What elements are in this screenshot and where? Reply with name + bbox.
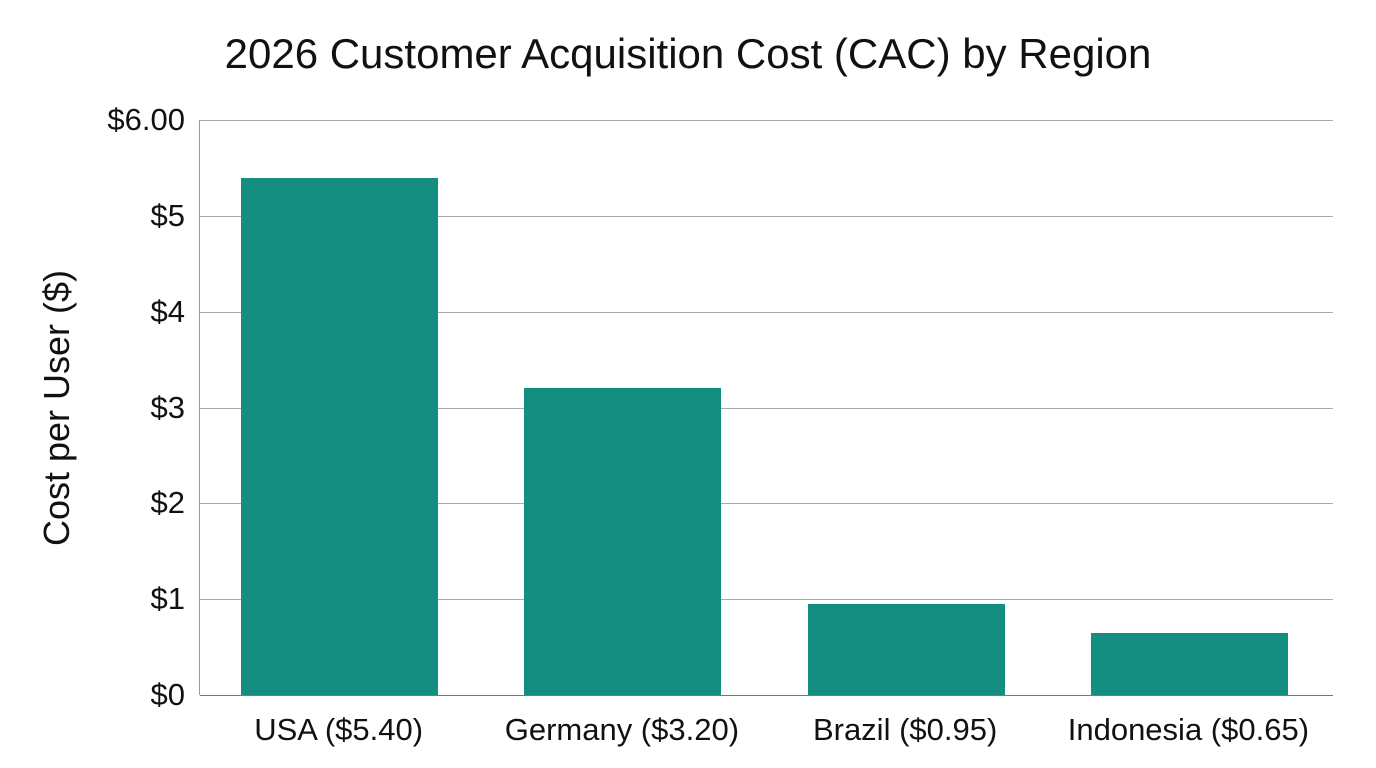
gridline <box>200 311 1333 313</box>
x-tick-label: Indonesia ($0.65) <box>1067 712 1310 747</box>
gridline <box>200 215 1333 217</box>
y-tick-label: $0 <box>150 677 185 712</box>
plot-area <box>199 120 1333 696</box>
gridline <box>200 503 1333 505</box>
gridline <box>200 695 1333 696</box>
y-tick-label: $1 <box>150 581 185 617</box>
y-tick-label: $2 <box>150 485 185 521</box>
x-tick-label: Germany ($3.20) <box>504 712 740 747</box>
bar-usa <box>241 177 439 695</box>
chart-title: 2026 Customer Acquisition Cost (CAC) by … <box>224 30 1152 77</box>
gridline <box>200 120 1333 121</box>
y-tick-label: $4 <box>150 293 185 329</box>
bar-indonesia <box>1090 632 1288 695</box>
x-tick-label: Brazil ($0.95) <box>812 712 998 747</box>
gridline <box>200 407 1333 409</box>
gridline <box>200 599 1333 601</box>
y-tick-label: $5 <box>150 197 185 233</box>
bar-germany <box>524 388 722 695</box>
y-axis-label: Cost per User ($) <box>36 269 77 547</box>
y-tick-label: $3 <box>150 389 185 425</box>
y-tick-label: $6.00 <box>107 102 185 137</box>
bar-brazil <box>807 603 1005 695</box>
x-tick-label: USA ($5.40) <box>254 712 424 747</box>
